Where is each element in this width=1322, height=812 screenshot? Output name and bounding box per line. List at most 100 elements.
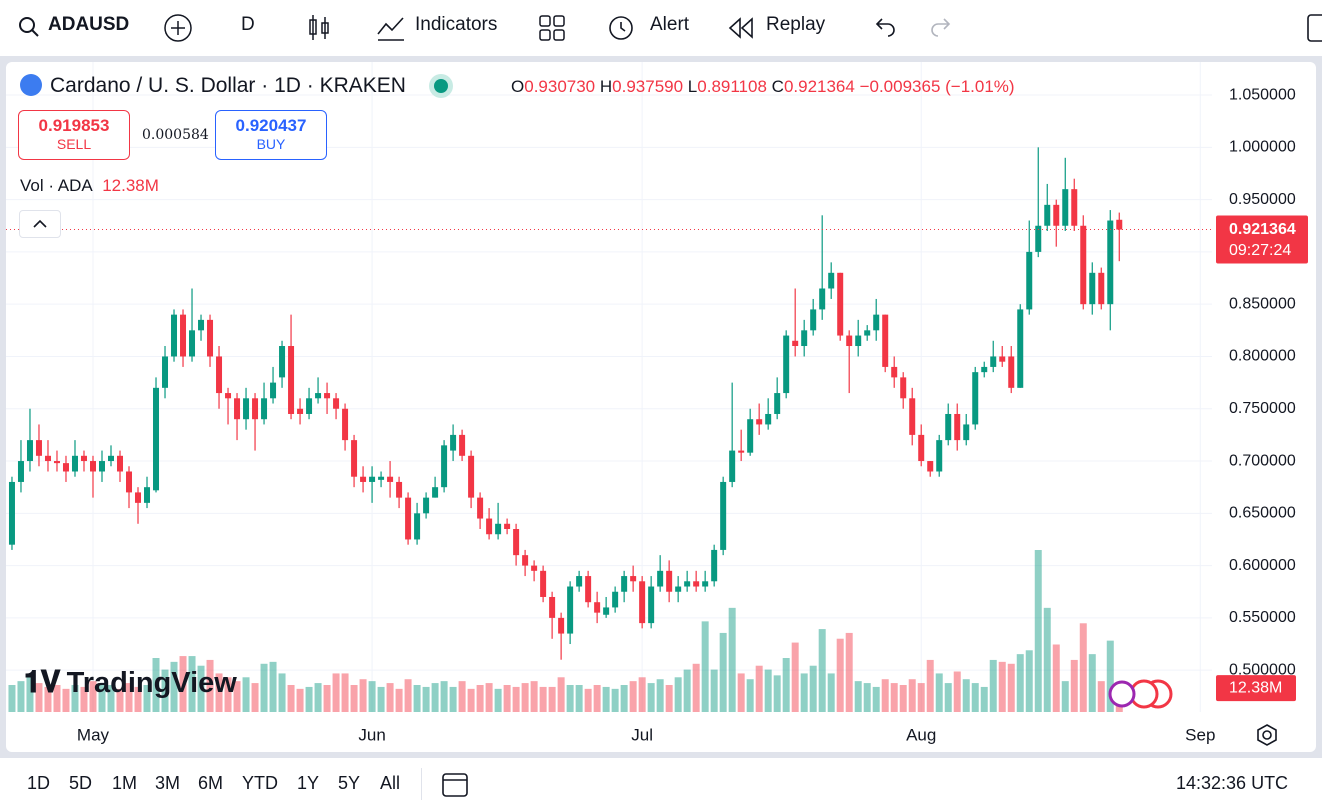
candle-body xyxy=(1053,204,1060,226)
candle-body xyxy=(1080,225,1087,305)
range-button[interactable]: 1Y xyxy=(297,773,320,793)
candle-body xyxy=(837,272,844,336)
range-button[interactable]: 1D xyxy=(27,773,51,793)
candle-body xyxy=(522,555,529,566)
divider xyxy=(421,768,422,800)
candle-body xyxy=(44,455,51,462)
volume-bar xyxy=(728,607,736,712)
candle-body xyxy=(423,497,430,514)
volume-bar xyxy=(989,659,997,712)
candle-body xyxy=(369,476,376,482)
close-value: 0.921364 xyxy=(783,77,855,96)
volume-label: 12.38M xyxy=(1229,679,1282,696)
replay[interactable]: Replay xyxy=(766,14,826,35)
candle-body xyxy=(126,471,133,493)
volume-bar xyxy=(656,679,664,712)
symbol[interactable]: ADAUSD xyxy=(48,14,130,35)
volume-bar xyxy=(35,683,43,712)
volume-bar xyxy=(233,681,241,712)
range-button[interactable]: 5Y xyxy=(338,773,361,793)
volume-bar xyxy=(377,686,385,712)
volume-bar xyxy=(1106,640,1114,712)
volume-bar xyxy=(323,685,331,712)
volume-bar xyxy=(926,659,934,712)
ohlc-legend: O0.930730 H0.937590 L0.891108 C0.921364 … xyxy=(511,77,1015,97)
volume-bar xyxy=(773,675,781,712)
candle-body xyxy=(459,434,466,456)
candle-body xyxy=(774,393,781,414)
candle-body xyxy=(1026,251,1033,310)
range-button[interactable]: 6M xyxy=(198,773,224,793)
indicators-icon[interactable] xyxy=(376,14,406,42)
date-range-icon[interactable] xyxy=(440,768,472,800)
sell-label: SELL xyxy=(56,136,92,152)
volume-bar xyxy=(521,683,529,712)
volume-bar xyxy=(863,683,871,712)
chart-type-icon[interactable] xyxy=(306,13,332,43)
x-tick-label: Jun xyxy=(358,725,385,744)
sell-button[interactable]: 0.919853 SELL xyxy=(18,110,130,160)
range-button[interactable]: 1M xyxy=(112,773,138,793)
collapse-button[interactable] xyxy=(19,210,61,238)
layouts-icon[interactable] xyxy=(538,14,566,42)
volume-bar xyxy=(98,683,106,712)
volume-bar xyxy=(314,683,322,712)
alert[interactable]: Alert xyxy=(650,14,690,35)
change: −0.009365 (−1.01%) xyxy=(859,77,1015,96)
fullscreen-icon[interactable] xyxy=(1306,13,1322,43)
volume-bar xyxy=(1079,623,1087,712)
undo-icon[interactable] xyxy=(872,16,898,40)
volume-bar xyxy=(107,685,115,712)
redo-icon[interactable] xyxy=(928,16,954,40)
spread: 0.000584 xyxy=(142,127,209,143)
volume-bar xyxy=(1061,681,1069,712)
volume-bar xyxy=(143,685,151,712)
range-button[interactable]: YTD xyxy=(242,773,278,793)
range-button[interactable]: All xyxy=(380,773,401,793)
candle-body xyxy=(468,455,475,498)
candle-body xyxy=(900,377,907,399)
buy-label: BUY xyxy=(256,136,286,152)
volume-bar xyxy=(800,673,808,712)
settings-icon[interactable] xyxy=(1254,722,1280,748)
volume-bar xyxy=(872,686,880,712)
replay-icon[interactable] xyxy=(728,16,756,40)
volume-bar xyxy=(539,686,547,712)
candle-body xyxy=(288,346,295,414)
title: Cardano / U. S. Dollar · 1D · KRAKEN xyxy=(50,74,406,97)
candle-body xyxy=(180,314,187,357)
candle-body xyxy=(198,319,205,331)
volume-bar xyxy=(584,688,592,712)
buy-button[interactable]: 0.920437 BUY xyxy=(215,110,327,160)
volume-bar xyxy=(701,621,709,712)
candle-body xyxy=(1035,225,1042,252)
interval[interactable]: D xyxy=(241,14,255,35)
volume-bar xyxy=(971,683,979,712)
volume-bar xyxy=(206,659,214,712)
candle-body xyxy=(1062,189,1069,226)
add-symbol[interactable] xyxy=(163,13,193,43)
event-icons xyxy=(1108,679,1173,709)
candle-body xyxy=(1116,219,1123,230)
candle-body xyxy=(999,356,1006,362)
range-button[interactable]: 3M xyxy=(155,773,181,793)
search-icon[interactable] xyxy=(18,16,40,38)
candle-body xyxy=(315,393,322,399)
volume-bar xyxy=(935,673,943,712)
candle-body xyxy=(567,586,574,634)
candle-body xyxy=(936,440,943,472)
volume-bar xyxy=(836,638,844,712)
range-button[interactable]: 5D xyxy=(69,773,93,793)
candle-body xyxy=(98,461,105,472)
volume-bar xyxy=(944,683,952,712)
volume-bar xyxy=(1088,654,1096,712)
candle-body xyxy=(108,455,115,462)
indicators[interactable]: Indicators xyxy=(415,14,498,35)
volume-bar xyxy=(638,677,646,712)
candle-body xyxy=(117,455,124,472)
candle-body xyxy=(324,393,331,399)
candle-body xyxy=(882,314,889,367)
volume-label-box xyxy=(1216,675,1296,702)
candle-body xyxy=(333,398,340,409)
alert-icon[interactable] xyxy=(606,12,638,44)
